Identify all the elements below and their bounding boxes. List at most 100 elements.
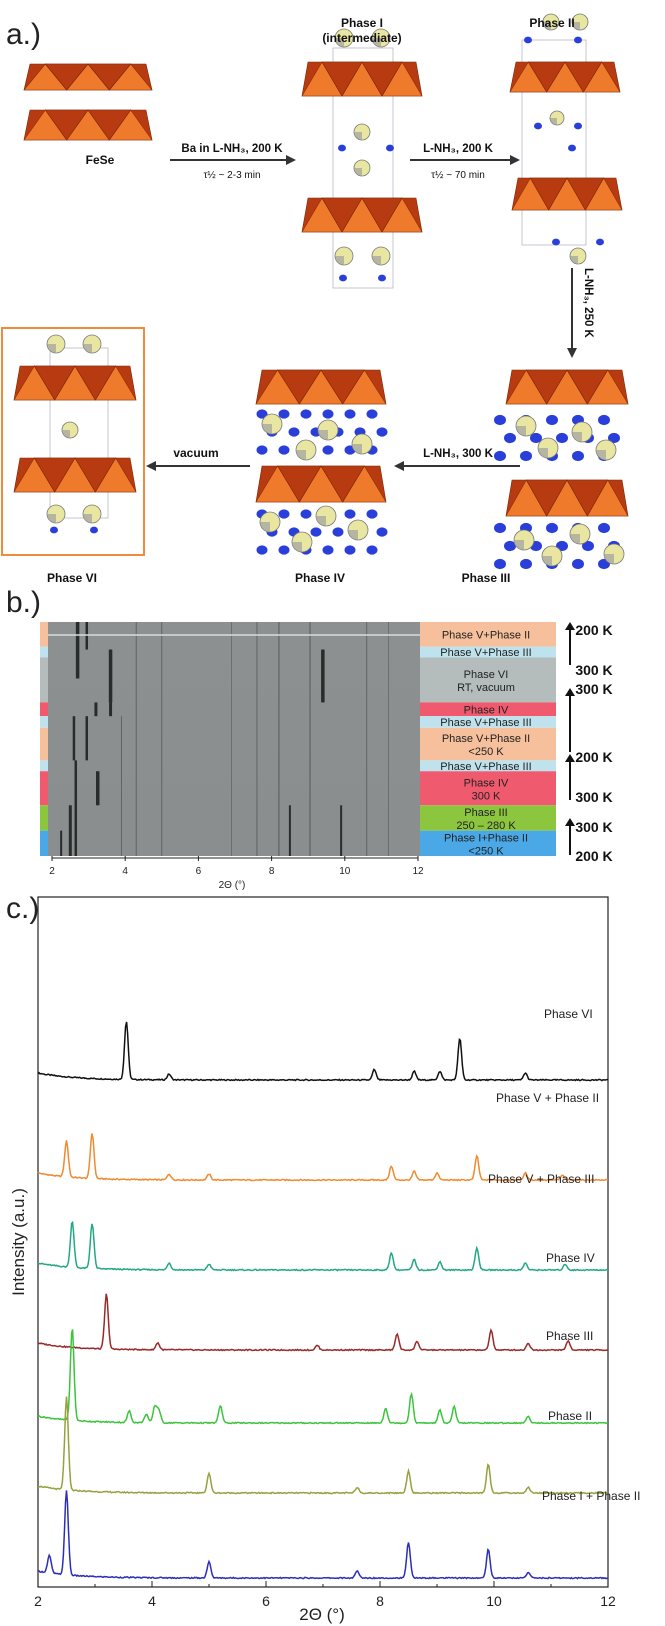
ba-atom-shade (335, 256, 344, 265)
n-atom (552, 238, 560, 246)
panel-a-label: a.) (6, 18, 41, 51)
band-label: Phase V+Phase II (442, 733, 530, 745)
phase-iii-n-atom (530, 432, 542, 444)
phase-iv-layer-bottom-octahedron-inv (320, 465, 365, 503)
phase-iii-n-atom (556, 432, 568, 444)
xrd-series-line (37, 1021, 609, 1082)
phase-vi-layer-top (13, 365, 137, 401)
ba-atom-shade (296, 450, 306, 460)
phase-iv-n-atom (322, 445, 334, 455)
band-label-box (418, 771, 556, 806)
ba-atom-shade (262, 424, 272, 434)
phase-iii-n-atom (494, 450, 506, 462)
phase-vi-label: Phase VI (47, 571, 97, 585)
band-label: Phase IV (464, 704, 509, 716)
plot-frame (37, 896, 609, 1588)
plot-x-tick-label: 10 (486, 1593, 502, 1609)
series-label: Phase II (548, 1409, 592, 1423)
arrow-2-bottom-label: τ½ ~ 70 min (431, 170, 485, 181)
phase-iv-n-atom (344, 509, 356, 519)
band-left-strip (40, 830, 50, 856)
plot-y-axis-label: Intensity (a.u.) (9, 1188, 28, 1296)
arrow-1-head (286, 155, 296, 165)
phase-iv-n-atom (278, 409, 290, 419)
phase-vi-frame (1, 327, 145, 556)
band-label: Phase V+Phase III (440, 761, 531, 773)
phase-ii-layer-top (509, 61, 621, 93)
band-sublabel: <250 K (468, 845, 504, 857)
n-atom (524, 36, 532, 44)
band-sublabel: RT, vacuum (457, 682, 515, 694)
band-label-box (418, 702, 556, 717)
phase-iv-n-atom (278, 545, 290, 555)
ba-atom-shade (292, 542, 302, 552)
phase-iii-layer-bottom-octahedron-inv (566, 479, 609, 517)
ba-atom-shade (572, 22, 580, 30)
map-x-tick-label: 8 (269, 866, 275, 877)
band-label-box (418, 657, 556, 703)
band-left-strip (40, 805, 50, 831)
map-x-tick-label: 10 (339, 866, 351, 877)
arrow-5-label: vacuum (173, 446, 218, 460)
phase-ii-cell (521, 39, 587, 246)
phase-iii-layer-top-octahedron-inv (525, 369, 568, 405)
ba-atom-shade (316, 516, 326, 526)
phase-i-cell (332, 47, 394, 289)
band-sublabel: 250 – 280 K (456, 820, 516, 832)
band-label: Phase III (464, 807, 507, 819)
map-x-tick-label: 6 (196, 866, 202, 877)
diffraction-map (48, 622, 420, 856)
ba-atom-shade (604, 554, 614, 564)
phase-ii-layer-bottom-octahedron-inv (529, 177, 568, 211)
phase-iii-n-atom (572, 450, 584, 462)
band-left-strip (40, 657, 50, 703)
phase-iv-n-atom (256, 409, 268, 419)
phase-iv-layer-top-octahedron-inv (277, 369, 322, 405)
band-left-strip (40, 716, 50, 728)
phase-iv-label: Phase IV (295, 571, 345, 585)
phase-vi-layer-top-octahedron-inv (74, 365, 117, 401)
ba-atom-shade (348, 530, 358, 540)
series-label: Phase V + Phase III (488, 1172, 594, 1186)
phase-i-label: Phase I (341, 16, 383, 30)
phase-iv-n-atom (256, 545, 268, 555)
phase-vi-layer-top-octahedron-inv (33, 365, 76, 401)
phase-iv-n-atom (322, 545, 334, 555)
n-atom (574, 122, 582, 130)
fese-layer-top-octahedron-inv (44, 63, 89, 91)
band-left-strip (40, 702, 50, 717)
phase-iv-n-atom (300, 509, 312, 519)
plot-x-axis: 2 4 6 8 10 12 (34, 1581, 616, 1609)
phase-iv-n-atom (278, 445, 290, 455)
band-sublabel: <250 K (468, 746, 504, 758)
phase-iv-layer-bottom (255, 465, 387, 503)
phase-iv-layer-top (255, 369, 387, 405)
band-left-strip (40, 771, 50, 806)
phase-iii-n-atom (504, 432, 516, 444)
n-atom (338, 144, 346, 152)
ba-atom-shade (550, 118, 557, 125)
ba-atom-shade (514, 540, 524, 550)
ba-atom-shade (352, 444, 362, 454)
temp-label: 200 K (575, 848, 612, 864)
diffraction-map-lines (48, 622, 420, 856)
arrow-3-head (567, 348, 577, 358)
phase-iv-n-atom (288, 427, 300, 437)
band-label-box (418, 646, 556, 658)
xrd-series-line (38, 1293, 609, 1352)
arrow-2-head (510, 155, 520, 165)
ba-atom-shade (596, 450, 606, 460)
phase-i-layer-bottom (301, 197, 423, 233)
phase-i-layer-bottom-octahedron-inv (321, 197, 363, 233)
band-label: Phase V+Phase III (440, 717, 531, 729)
phase-vi-cell (49, 347, 109, 519)
ba-atom-shade (83, 514, 92, 523)
panel-a: a.) FeSe Phase I (intermediate) Phase II… (1, 13, 629, 585)
ba-atom-shade (47, 344, 56, 353)
band-label-box (418, 805, 556, 831)
temp-arrow-head (565, 622, 575, 630)
phase-iv-n-atom (300, 409, 312, 419)
temperature-arrows: 200 K 300 K 300 K 200 K 300 K 300 K 200 K (565, 622, 613, 864)
phase-iii-n-atom (546, 414, 558, 426)
temp-label: 300 K (575, 819, 612, 835)
